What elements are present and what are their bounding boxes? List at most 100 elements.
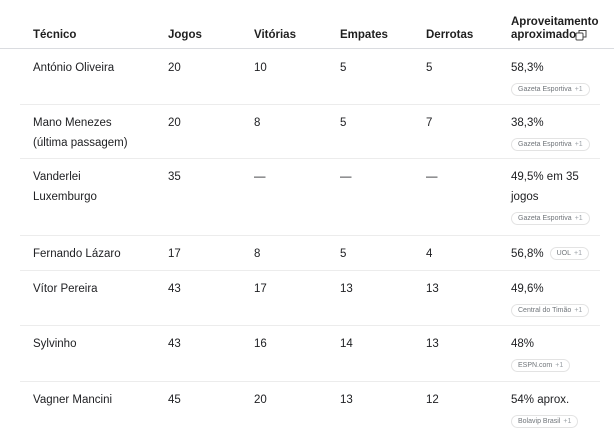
cell-text: 16 <box>254 338 267 350</box>
cell-text: 35 <box>168 171 181 183</box>
cell-value: 13 <box>426 279 496 299</box>
table-row: Fernando Lázaro 17 8 5 4 56,8% UOL +1 <box>20 235 600 271</box>
coach-name: Mano Menezes (última passagem) <box>33 113 145 153</box>
cell-text: Fernando Lázaro <box>33 248 121 260</box>
cell-value: 20 <box>168 58 238 78</box>
source-name: Bolavip Brasil <box>518 418 561 425</box>
source-more: +1 <box>574 215 583 222</box>
cell-text: 48% <box>511 338 535 350</box>
cell-text: 49,6% <box>511 283 544 295</box>
cell-value: 49,6% Central do Timão +1 <box>511 279 593 319</box>
cell-text: Vagner Mancini <box>33 394 113 406</box>
cell-text: 56,8% <box>511 248 544 260</box>
cell-value: 10 <box>254 58 324 78</box>
cell-value: 49,5% em 35 jogos Gazeta Esportiva +1 <box>511 167 593 227</box>
cell-text: 38,3% <box>511 117 544 129</box>
cell-value: 8 <box>254 113 324 133</box>
coach-name: Vítor Pereira <box>33 279 145 299</box>
cell-text: Sylvinho <box>33 338 77 350</box>
cell-value: 35 <box>168 167 238 187</box>
source-name: Gazeta Esportiva <box>518 86 572 93</box>
column-header: Aproveitamento aproximado <box>511 16 599 41</box>
cell-text: — <box>254 171 266 183</box>
source-badge[interactable]: Gazeta Esportiva +1 <box>511 212 590 225</box>
cell-text: 13 <box>340 394 353 406</box>
column-header: Empates <box>340 29 388 41</box>
cell-text: 10 <box>254 62 267 74</box>
cell-value: 16 <box>254 334 324 354</box>
cell-value: 48% ESPN.com +1 <box>511 334 593 374</box>
cell-text: 58,3% <box>511 62 544 74</box>
copy-icon[interactable] <box>575 29 587 41</box>
coach-name: Vanderlei Luxemburgo <box>33 167 145 207</box>
source-badge[interactable]: Gazeta Esportiva +1 <box>511 83 590 96</box>
cell-value: 13 <box>426 334 496 354</box>
cell-value: 17 <box>254 279 324 299</box>
cell-text: 54% aprox. <box>511 394 570 406</box>
table-row: Sylvinho 43 16 14 13 48% ESPN.com +1 <box>20 325 600 382</box>
source-badge[interactable]: Central do Timão +1 <box>511 304 590 317</box>
source-more: +1 <box>574 250 582 258</box>
source-name: Gazeta Esportiva <box>518 141 572 148</box>
cell-text: 45 <box>168 394 181 406</box>
cell-text: 8 <box>254 248 261 260</box>
cell-text: 17 <box>168 248 181 260</box>
coach-name: Vagner Mancini <box>33 390 145 410</box>
source-badge[interactable]: Bolavip Brasil +1 <box>511 415 579 428</box>
cell-text: 43 <box>168 338 181 350</box>
cell-text: 8 <box>254 117 261 129</box>
source-badge[interactable]: UOL +1 <box>549 247 589 261</box>
cell-value: 43 <box>168 279 238 299</box>
cell-text: Mano Menezes (última passagem) <box>33 117 128 149</box>
cell-value: 56,8% UOL +1 <box>511 244 593 264</box>
cell-value: 5 <box>426 58 496 78</box>
column-header: Jogos <box>168 29 202 41</box>
table-row: Mano Menezes (última passagem) 20 8 5 7 38,3%… <box>20 104 600 159</box>
cell-value: 13 <box>340 390 410 410</box>
cell-value: 38,3% Gazeta Esportiva +1 <box>511 113 593 153</box>
cell-value: 17 <box>168 244 238 264</box>
source-more: +1 <box>555 362 564 369</box>
source-badge[interactable]: Gazeta Esportiva +1 <box>511 138 590 151</box>
cell-value: — <box>340 167 410 187</box>
coach-name: António Oliveira <box>33 58 145 78</box>
coach-name: Fernando Lázaro <box>33 244 145 264</box>
cell-text: 20 <box>168 117 181 129</box>
cell-text: — <box>340 171 352 183</box>
cell-value: 45 <box>168 390 238 410</box>
cell-text: Vítor Pereira <box>33 283 98 295</box>
cell-value: 20 <box>168 113 238 133</box>
table-row: Vagner Mancini 45 20 13 12 54% aprox. Bolavip … <box>20 381 600 439</box>
cell-text: Vanderlei Luxemburgo <box>33 171 97 203</box>
cell-value: 54% aprox. Bolavip Brasil +1 <box>511 390 593 430</box>
coach-name: Sylvinho <box>33 334 145 354</box>
source-name: Central do Timão <box>518 307 572 314</box>
source-badge[interactable]: ESPN.com +1 <box>511 359 571 372</box>
cell-value: 7 <box>426 113 496 133</box>
column-header: Vitórias <box>254 29 296 41</box>
cell-text: António Oliveira <box>33 62 115 74</box>
cell-text: 5 <box>426 62 433 74</box>
source-name: ESPN.com <box>518 362 553 369</box>
cell-value: 58,3% Gazeta Esportiva +1 <box>511 58 593 98</box>
source-more: +1 <box>574 86 583 93</box>
cell-text: 14 <box>340 338 353 350</box>
cell-text: 7 <box>426 117 433 129</box>
cell-value: 5 <box>340 58 410 78</box>
table-row: Vítor Pereira 43 17 13 13 49,6% Central do Tim… <box>20 270 600 326</box>
cell-value: 13 <box>340 279 410 299</box>
source-more: +1 <box>563 418 572 425</box>
cell-text: 17 <box>254 283 267 295</box>
column-header: Derrotas <box>426 29 474 41</box>
cell-value: 5 <box>340 244 410 264</box>
source-more: +1 <box>574 141 583 148</box>
source-name: Gazeta Esportiva <box>518 215 572 222</box>
cell-text: 5 <box>340 117 347 129</box>
cell-text: 13 <box>340 283 353 295</box>
table-row: Vanderlei Luxemburgo 35 — — — 49,5% em 35 jog… <box>20 158 600 236</box>
table-header: Técnico Jogos Vitórias Empates Derrotas Aprov… <box>0 0 614 49</box>
cell-text: 49,5% em 35 jogos <box>511 171 579 203</box>
cell-text: — <box>426 171 438 183</box>
cell-value: 4 <box>426 244 496 264</box>
